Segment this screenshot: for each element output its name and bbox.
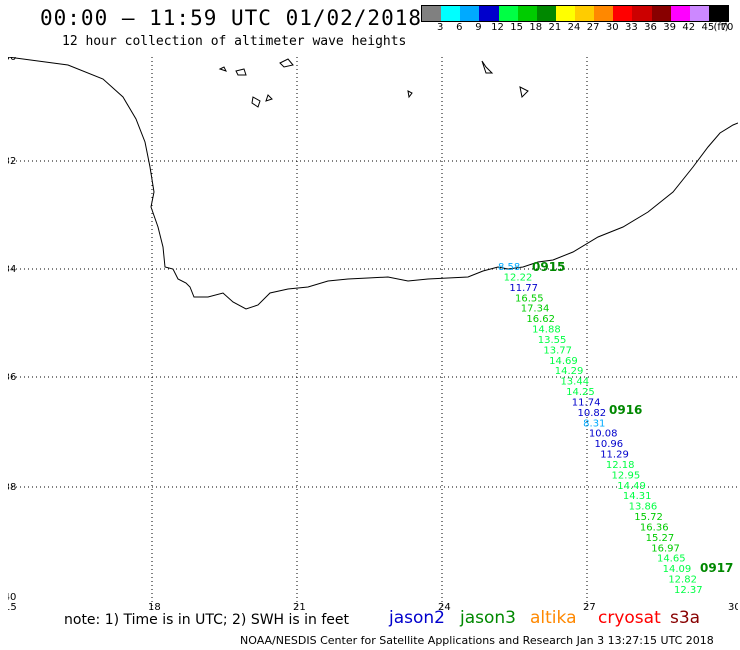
wave-height-value: 14.29	[555, 366, 584, 377]
colorbar-unit: (ft)	[713, 22, 729, 33]
wave-height-value: 15.72	[634, 512, 663, 523]
colorbar-swatch	[632, 6, 652, 21]
coastline	[8, 57, 738, 310]
page-subtitle: 12 hour collection of altimeter wave hei…	[62, 34, 407, 49]
colorbar-tick-label: 3	[436, 22, 444, 33]
wave-height-value: 11.77	[509, 283, 538, 294]
south-africa-coastline	[8, 57, 738, 310]
lat-label: -38	[8, 482, 16, 493]
colorbar-swatch	[441, 6, 461, 21]
colorbar-swatch	[555, 6, 575, 21]
colorbar-labels: 3 6 9 12 15 18 21 24 27 30 33 36 39 42 45 70 (ft)	[421, 22, 733, 34]
note-text: note: 1) Time is in UTC; 2) SWH is in fe…	[64, 612, 350, 628]
wave-height-value: 12.37	[674, 585, 703, 596]
wave-height-value: 12.22	[504, 272, 533, 283]
wave-height-value: 10.96	[595, 439, 624, 450]
lat-label: -40	[8, 592, 16, 603]
wave-height-value: 13.55	[538, 335, 567, 346]
wave-height-value: 13.44	[560, 377, 589, 388]
wave-height-value: 14.88	[532, 325, 561, 336]
lat-lon-grid: -30 -32 -34 -36 -38 -4015 18 21 24 27 30	[8, 57, 738, 610]
wave-height-value: 12.95	[612, 470, 641, 481]
colorbar-swatch	[689, 6, 709, 21]
colorbar-tick-label: 70	[720, 22, 734, 33]
colorbar-tick-label: 42	[682, 22, 696, 33]
colorbar-tick-label: 33	[625, 22, 638, 33]
colorbar-tick-label: 24	[567, 22, 581, 33]
lat-label: -30	[8, 57, 16, 63]
colorbar-tick-label: 30	[605, 22, 619, 33]
colorbar	[421, 5, 729, 22]
wave-height-map: -30 -32 -34 -36 -38 -4015 18 21 24 27 30 8.5812.22…	[8, 57, 738, 610]
lon-label: 21	[293, 602, 306, 610]
wave-height-value: 17.34	[521, 304, 550, 315]
colorbar-tick-label: 21	[548, 22, 562, 33]
lon-label: 27	[583, 602, 596, 610]
colorbar-swatch	[575, 6, 595, 21]
satellite-name: cryosat	[598, 608, 661, 628]
wave-height-value: 14.65	[657, 554, 686, 565]
wave-height-value: 10.82	[577, 408, 606, 419]
colorbar-swatch	[479, 6, 499, 21]
lon-label: 15	[8, 602, 17, 610]
colorbar-swatch	[613, 6, 633, 21]
colorbar-swatch	[498, 6, 518, 21]
colorbar-swatch	[517, 6, 537, 21]
colorbar-tick-label: 12	[491, 22, 504, 33]
measurement-track: 8.5812.2211.7716.5517.3416.6214.8813.551…	[498, 262, 703, 596]
colorbar-swatch	[594, 6, 614, 21]
colorbar-tick-label: 18	[529, 22, 543, 33]
wave-height-value: 11.74	[572, 397, 601, 408]
colorbar-tick-label: 36	[644, 22, 657, 33]
colorbar-tick-label: 45	[701, 22, 715, 33]
wave-height-value: 16.97	[651, 543, 680, 554]
lon-label: 18	[148, 602, 161, 610]
colorbar-swatch	[708, 6, 728, 21]
wave-height-value: 16.62	[526, 314, 555, 325]
wave-height-value: 14.09	[663, 564, 692, 575]
colorbar-swatch	[670, 6, 690, 21]
colorbar-swatch	[422, 6, 442, 21]
satellite-name: s3a	[670, 608, 701, 628]
wave-height-value: 11.29	[600, 450, 629, 461]
wave-height-value: 14.69	[549, 356, 578, 367]
wave-height-value: 8.31	[583, 418, 605, 429]
time-marker-label: 0916	[609, 403, 642, 417]
lat-label: -36	[8, 372, 16, 383]
page-title: 00:00 – 11:59 UTC 01/02/2018	[40, 6, 423, 30]
footer-credit: NOAA/NESDIS Center for Satellite Applica…	[240, 634, 714, 647]
wave-height-value: 13.77	[543, 345, 572, 356]
colorbar-swatch	[651, 6, 671, 21]
satellite-name: altika	[530, 608, 577, 628]
colorbar-swatch	[460, 6, 480, 21]
wave-height-value: 16.55	[515, 293, 544, 304]
wave-height-value: 15.27	[646, 533, 675, 544]
lon-label: 30	[728, 602, 738, 610]
wave-height-value: 14.49	[617, 481, 646, 492]
colorbar-tick-label: 15	[510, 22, 523, 33]
satellite-name: jason3	[460, 608, 516, 628]
wave-height-value: 14.25	[566, 387, 595, 398]
island-outline	[218, 58, 529, 108]
wave-height-value: 10.08	[589, 429, 618, 440]
wave-height-value: 8.58	[498, 262, 520, 273]
time-marker-label: 0915	[532, 260, 565, 274]
wave-height-value: 13.86	[629, 502, 658, 513]
satellite-name: jason2	[389, 608, 445, 628]
time-marker-label: 0917	[700, 561, 733, 575]
lat-label: -34	[8, 264, 16, 275]
wave-height-value: 14.31	[623, 491, 652, 502]
wave-height-value: 12.82	[668, 575, 697, 586]
lon-label: 24	[438, 602, 451, 610]
colorbar-tick-label: 27	[586, 22, 600, 33]
wave-height-value: 16.36	[640, 522, 669, 533]
colorbar-tick-label: 9	[475, 22, 482, 33]
colorbar-tick-label: 39	[663, 22, 676, 33]
lat-label: -32	[8, 156, 16, 167]
time-markers: 0915 0916 0917	[532, 260, 733, 575]
colorbar-tick-label: 6	[456, 22, 463, 33]
wave-height-value: 12.18	[606, 460, 635, 471]
colorbar-swatch	[536, 6, 556, 21]
